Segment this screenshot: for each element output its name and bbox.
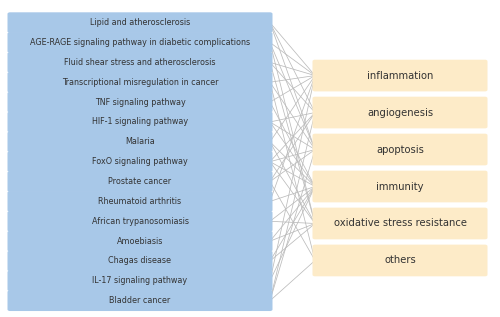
FancyBboxPatch shape bbox=[312, 134, 488, 165]
Text: oxidative stress resistance: oxidative stress resistance bbox=[334, 218, 466, 229]
Text: inflammation: inflammation bbox=[367, 71, 433, 81]
Text: apoptosis: apoptosis bbox=[376, 145, 424, 154]
FancyBboxPatch shape bbox=[8, 112, 272, 132]
Text: Rheumatoid arthritis: Rheumatoid arthritis bbox=[98, 197, 182, 206]
Text: angiogenesis: angiogenesis bbox=[367, 107, 433, 118]
FancyBboxPatch shape bbox=[8, 52, 272, 73]
Text: FoxO signaling pathway: FoxO signaling pathway bbox=[92, 157, 188, 166]
Text: Chagas disease: Chagas disease bbox=[108, 256, 172, 266]
Text: others: others bbox=[384, 256, 416, 265]
FancyBboxPatch shape bbox=[312, 245, 488, 276]
FancyBboxPatch shape bbox=[8, 191, 272, 212]
Text: HIF-1 signaling pathway: HIF-1 signaling pathway bbox=[92, 117, 188, 126]
FancyBboxPatch shape bbox=[8, 290, 272, 311]
Text: Transcriptional misregulation in cancer: Transcriptional misregulation in cancer bbox=[62, 78, 218, 87]
Text: Lipid and atherosclerosis: Lipid and atherosclerosis bbox=[90, 18, 190, 27]
Text: Fluid shear stress and atherosclerosis: Fluid shear stress and atherosclerosis bbox=[64, 58, 216, 67]
Text: Malaria: Malaria bbox=[125, 137, 155, 146]
Text: immunity: immunity bbox=[376, 182, 424, 191]
FancyBboxPatch shape bbox=[312, 97, 488, 128]
FancyBboxPatch shape bbox=[8, 231, 272, 251]
FancyBboxPatch shape bbox=[8, 12, 272, 33]
FancyBboxPatch shape bbox=[8, 152, 272, 172]
Text: African trypanosomiasis: African trypanosomiasis bbox=[92, 217, 188, 226]
FancyBboxPatch shape bbox=[8, 32, 272, 53]
FancyBboxPatch shape bbox=[8, 211, 272, 231]
FancyBboxPatch shape bbox=[312, 60, 488, 91]
FancyBboxPatch shape bbox=[8, 92, 272, 113]
Text: Amoebiasis: Amoebiasis bbox=[117, 236, 163, 246]
Text: IL-17 signaling pathway: IL-17 signaling pathway bbox=[92, 276, 188, 285]
FancyBboxPatch shape bbox=[8, 171, 272, 192]
FancyBboxPatch shape bbox=[8, 251, 272, 271]
FancyBboxPatch shape bbox=[312, 208, 488, 239]
Text: Prostate cancer: Prostate cancer bbox=[108, 177, 172, 186]
Text: AGE-RAGE signaling pathway in diabetic complications: AGE-RAGE signaling pathway in diabetic c… bbox=[30, 38, 250, 47]
Text: TNF signaling pathway: TNF signaling pathway bbox=[94, 98, 186, 107]
FancyBboxPatch shape bbox=[8, 271, 272, 291]
FancyBboxPatch shape bbox=[8, 132, 272, 152]
FancyBboxPatch shape bbox=[312, 171, 488, 202]
Text: Bladder cancer: Bladder cancer bbox=[110, 296, 170, 305]
FancyBboxPatch shape bbox=[8, 72, 272, 93]
